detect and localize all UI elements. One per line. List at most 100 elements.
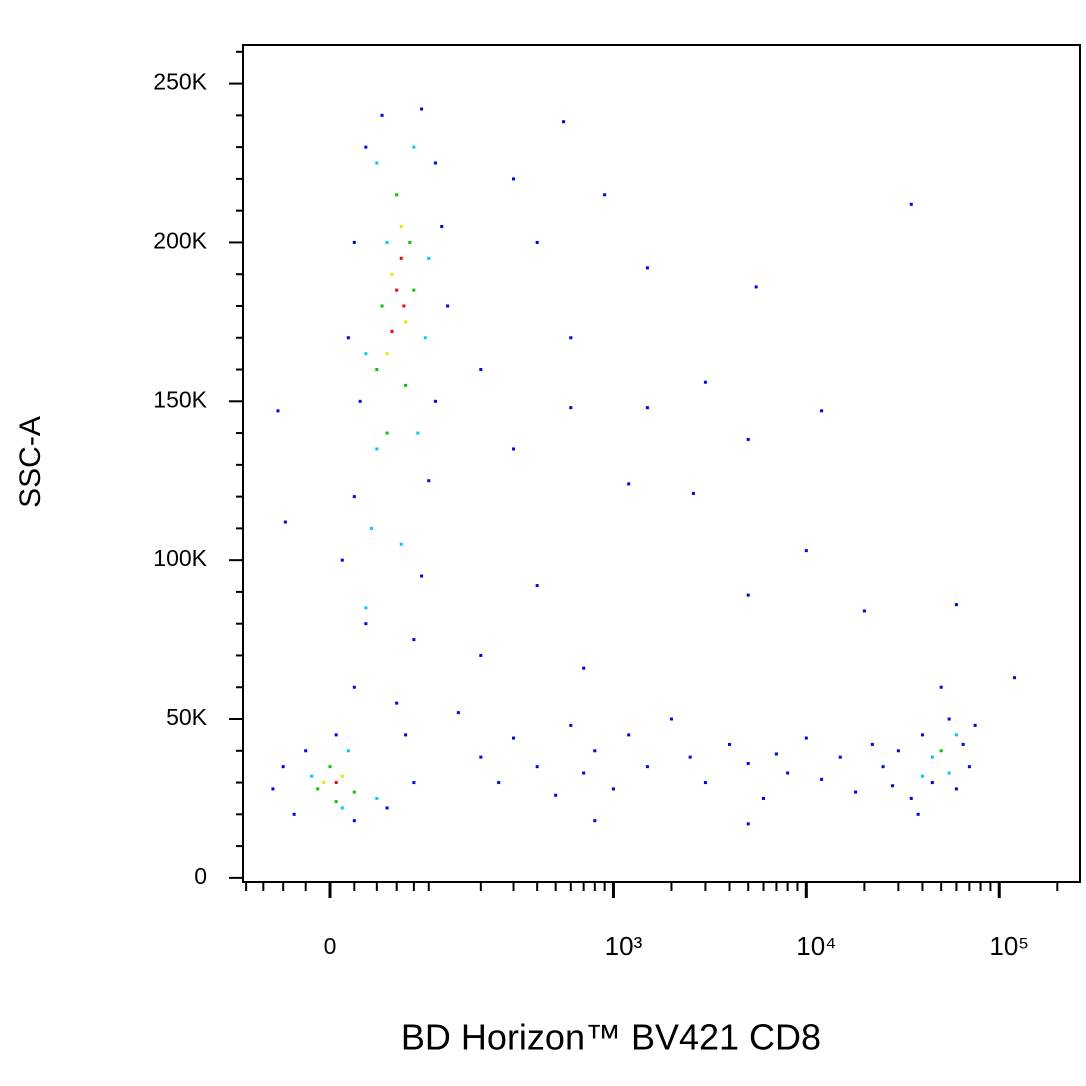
point bbox=[346, 749, 350, 753]
point bbox=[746, 761, 750, 765]
point bbox=[746, 593, 750, 597]
point bbox=[746, 437, 750, 441]
point bbox=[891, 784, 895, 788]
point bbox=[412, 638, 416, 642]
point bbox=[535, 765, 539, 769]
point bbox=[854, 790, 858, 794]
point bbox=[916, 812, 920, 816]
point bbox=[967, 765, 971, 769]
x-tick-label: 10⁵ bbox=[989, 931, 1029, 961]
point bbox=[961, 742, 965, 746]
point bbox=[582, 771, 586, 775]
point bbox=[593, 749, 597, 753]
point bbox=[412, 288, 416, 292]
point bbox=[340, 558, 344, 562]
point bbox=[395, 288, 399, 292]
point bbox=[364, 622, 368, 626]
point bbox=[399, 542, 403, 546]
point bbox=[433, 399, 437, 403]
point bbox=[554, 793, 558, 797]
point bbox=[804, 549, 808, 553]
point bbox=[930, 755, 934, 759]
point bbox=[703, 781, 707, 785]
point bbox=[703, 380, 707, 384]
point bbox=[423, 336, 427, 340]
point bbox=[881, 765, 885, 769]
point bbox=[369, 526, 373, 530]
point bbox=[947, 717, 951, 721]
point bbox=[582, 666, 586, 670]
point bbox=[512, 736, 516, 740]
point bbox=[804, 736, 808, 740]
point bbox=[281, 765, 285, 769]
point bbox=[973, 723, 977, 727]
point bbox=[412, 145, 416, 149]
point bbox=[896, 749, 900, 753]
point bbox=[569, 723, 573, 727]
point bbox=[920, 733, 924, 737]
point bbox=[456, 711, 460, 715]
point bbox=[328, 765, 332, 769]
point bbox=[627, 733, 631, 737]
point bbox=[352, 790, 356, 794]
point bbox=[603, 193, 607, 197]
point bbox=[954, 787, 958, 791]
point bbox=[322, 781, 326, 785]
point bbox=[512, 447, 516, 451]
point bbox=[746, 822, 750, 826]
point bbox=[385, 431, 389, 435]
y-tick-label: 100K bbox=[153, 545, 207, 571]
point bbox=[358, 399, 362, 403]
point bbox=[535, 584, 539, 588]
point bbox=[479, 755, 483, 759]
point bbox=[375, 447, 379, 451]
point bbox=[271, 787, 275, 791]
y-tick-label: 50K bbox=[166, 704, 208, 730]
point bbox=[292, 812, 296, 816]
point bbox=[569, 406, 573, 410]
point bbox=[954, 603, 958, 607]
point bbox=[593, 819, 597, 823]
point bbox=[395, 701, 399, 705]
y-tick-label: 250K bbox=[153, 69, 207, 95]
point bbox=[820, 777, 824, 781]
point bbox=[920, 774, 924, 778]
point bbox=[390, 272, 394, 276]
point bbox=[340, 806, 344, 810]
point bbox=[346, 336, 350, 340]
point bbox=[385, 806, 389, 810]
point bbox=[947, 771, 951, 775]
point bbox=[404, 383, 408, 387]
point bbox=[310, 774, 314, 778]
point bbox=[395, 193, 399, 197]
point bbox=[786, 771, 790, 775]
point bbox=[427, 256, 431, 260]
point bbox=[352, 240, 356, 244]
point bbox=[375, 796, 379, 800]
point bbox=[380, 113, 384, 117]
x-tick-label: 10³ bbox=[605, 931, 643, 961]
point bbox=[627, 482, 631, 486]
point bbox=[611, 787, 615, 791]
point bbox=[754, 285, 758, 289]
point bbox=[562, 120, 566, 124]
point bbox=[283, 520, 287, 524]
point bbox=[728, 742, 732, 746]
point bbox=[774, 752, 778, 756]
point bbox=[433, 161, 437, 165]
point bbox=[364, 606, 368, 610]
point bbox=[497, 781, 501, 785]
y-axis-label: SSC-A bbox=[14, 416, 47, 508]
point bbox=[939, 749, 943, 753]
point bbox=[645, 406, 649, 410]
point bbox=[645, 765, 649, 769]
point bbox=[412, 781, 416, 785]
point bbox=[380, 304, 384, 308]
point bbox=[385, 352, 389, 356]
point bbox=[352, 685, 356, 689]
x-tick-label: 0 bbox=[324, 933, 337, 959]
point bbox=[909, 796, 913, 800]
point bbox=[909, 202, 913, 206]
y-tick-label: 0 bbox=[194, 863, 207, 889]
